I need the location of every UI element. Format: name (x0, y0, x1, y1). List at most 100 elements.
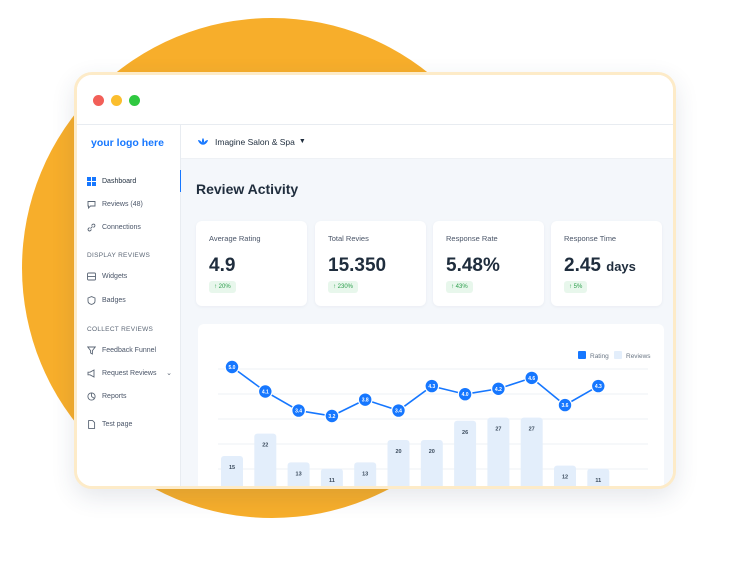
maximize-window-button[interactable] (129, 95, 140, 106)
rating-point (524, 370, 540, 386)
rating-line (231, 366, 599, 417)
chart-bar (554, 465, 576, 486)
bar-data-label: 11 (329, 478, 335, 484)
rating-data-label: 5.0 (229, 365, 236, 371)
rating-data-label: 3.4 (295, 409, 302, 415)
chart-bar (287, 462, 310, 486)
legend-label-rating: Rating (590, 353, 609, 360)
sidebar: your logo here Dashboard Reviews (48) Co… (77, 125, 182, 486)
chat-icon (87, 200, 96, 209)
sidebar-item-test-page[interactable]: Test page (77, 413, 181, 435)
stat-change-badge: ↑ 43% (446, 281, 473, 293)
chart-bar (587, 468, 610, 486)
sidebar-item-label: Feedback Funnel (102, 346, 157, 354)
rating-point (424, 378, 440, 394)
chart-bar (520, 417, 543, 486)
lotus-icon (198, 137, 208, 145)
stat-card-total-reviews: Total Revies 15.350 ↑ 230% (315, 221, 426, 306)
sidebar-item-label: Widgets (102, 272, 128, 280)
bar-data-label: 26 (462, 430, 468, 436)
minimize-window-button[interactable] (111, 95, 122, 106)
chart-bar (487, 417, 510, 486)
page-title: Review Activity (196, 181, 299, 197)
sidebar-item-feedback-funnel[interactable]: Feedback Funnel (77, 339, 181, 361)
close-window-button[interactable] (93, 95, 104, 106)
stat-card-response-rate: Response Rate 5.48% ↑ 43% (433, 221, 544, 306)
app-window: your logo here Dashboard Reviews (48) Co… (74, 72, 676, 489)
chart-bar (221, 456, 243, 486)
stat-card-response-time: Response Time 2.45 days ↑ 5% (551, 221, 662, 306)
bar-data-label: 11 (595, 478, 601, 484)
rating-data-label: 4.1 (262, 390, 269, 396)
sidebar-item-dashboard[interactable]: Dashboard (77, 170, 182, 192)
sidebar-item-reports[interactable]: Reports (77, 385, 181, 407)
bar-data-label: 27 (495, 427, 501, 433)
section-title-display-reviews: DISPLAY REVIEWS (87, 252, 151, 259)
rating-point (590, 378, 606, 394)
stat-change-badge: ↑ 20% (209, 281, 236, 293)
rating-data-label: 4.6 (528, 376, 535, 382)
legend-label-reviews: Reviews (626, 353, 651, 360)
bar-data-label: 27 (529, 427, 535, 433)
funnel-icon (87, 346, 96, 355)
main-content: Review Activity Average Rating 4.9 ↑ 20%… (181, 159, 673, 486)
chart-bar (254, 433, 277, 486)
widget-icon (87, 272, 96, 281)
rating-point (391, 403, 406, 418)
rating-point (224, 359, 240, 375)
chart-bar (320, 468, 343, 486)
chart-icon (87, 391, 96, 401)
sidebar-item-label: Test page (102, 420, 133, 428)
business-selector[interactable]: Imagine Salon & Spa ▼ (181, 125, 673, 159)
stat-label: Response Time (564, 234, 617, 243)
sidebar-item-connections[interactable]: Connections (77, 216, 181, 238)
rating-data-label: 4.3 (595, 384, 602, 390)
grid-icon (87, 176, 96, 186)
chart-bar (354, 462, 377, 486)
rating-point (491, 381, 506, 397)
stat-label: Average Rating (209, 234, 261, 243)
stat-change-badge: ↑ 5% (564, 281, 588, 293)
logo: your logo here (91, 137, 164, 149)
bar-data-label: 15 (229, 465, 235, 471)
chart-bar (420, 440, 443, 486)
stat-value: 2.45 days (564, 255, 636, 276)
rating-point (357, 392, 373, 408)
rating-point (257, 384, 273, 399)
bar-data-label: 22 (262, 443, 268, 449)
legend-swatch-reviews (614, 351, 622, 359)
chart-bar (387, 440, 410, 486)
stat-value: 4.9 (209, 255, 236, 276)
sidebar-item-label: Reports (102, 392, 127, 400)
rating-data-label: 4.2 (495, 387, 502, 393)
sidebar-item-reviews[interactable]: Reviews (48) (77, 193, 181, 215)
rating-point (557, 397, 573, 413)
link-icon (87, 223, 96, 232)
sidebar-item-request-reviews[interactable]: Request Reviews ⌄ (77, 362, 181, 384)
sidebar-item-badges[interactable]: Badges (77, 289, 181, 311)
shield-icon (87, 295, 96, 305)
business-name: Imagine Salon & Spa (215, 136, 295, 147)
title-bar (77, 75, 673, 125)
rating-data-label: 3.2 (328, 414, 335, 420)
caret-down-icon: ▼ (298, 138, 306, 145)
bar-data-label: 13 (296, 471, 302, 477)
sidebar-item-label: Request Reviews (102, 369, 157, 377)
page-icon (87, 419, 96, 429)
section-title-collect-reviews: COLLECT REVIEWS (87, 326, 154, 333)
sidebar-item-widgets[interactable]: Widgets (77, 265, 181, 287)
sidebar-item-label: Reviews (48) (102, 200, 143, 208)
rating-data-label: 3.4 (395, 409, 402, 415)
legend-swatch-rating (578, 351, 586, 359)
stat-card-average-rating: Average Rating 4.9 ↑ 20% (196, 221, 307, 306)
stat-label: Response Rate (446, 234, 498, 243)
rating-data-label: 3.8 (362, 398, 369, 404)
rating-data-label: 4.0 (462, 392, 469, 398)
review-activity-chart: Rating Reviews 15 22 13 11 13 20 20 26 27 27 12 11 5.0… (198, 324, 664, 486)
sidebar-item-label: Connections (102, 223, 141, 231)
chevron-down-icon[interactable]: ⌄ (166, 370, 172, 377)
megaphone-icon (87, 368, 96, 378)
chart-bar (454, 420, 477, 486)
bar-data-label: 20 (395, 449, 401, 455)
